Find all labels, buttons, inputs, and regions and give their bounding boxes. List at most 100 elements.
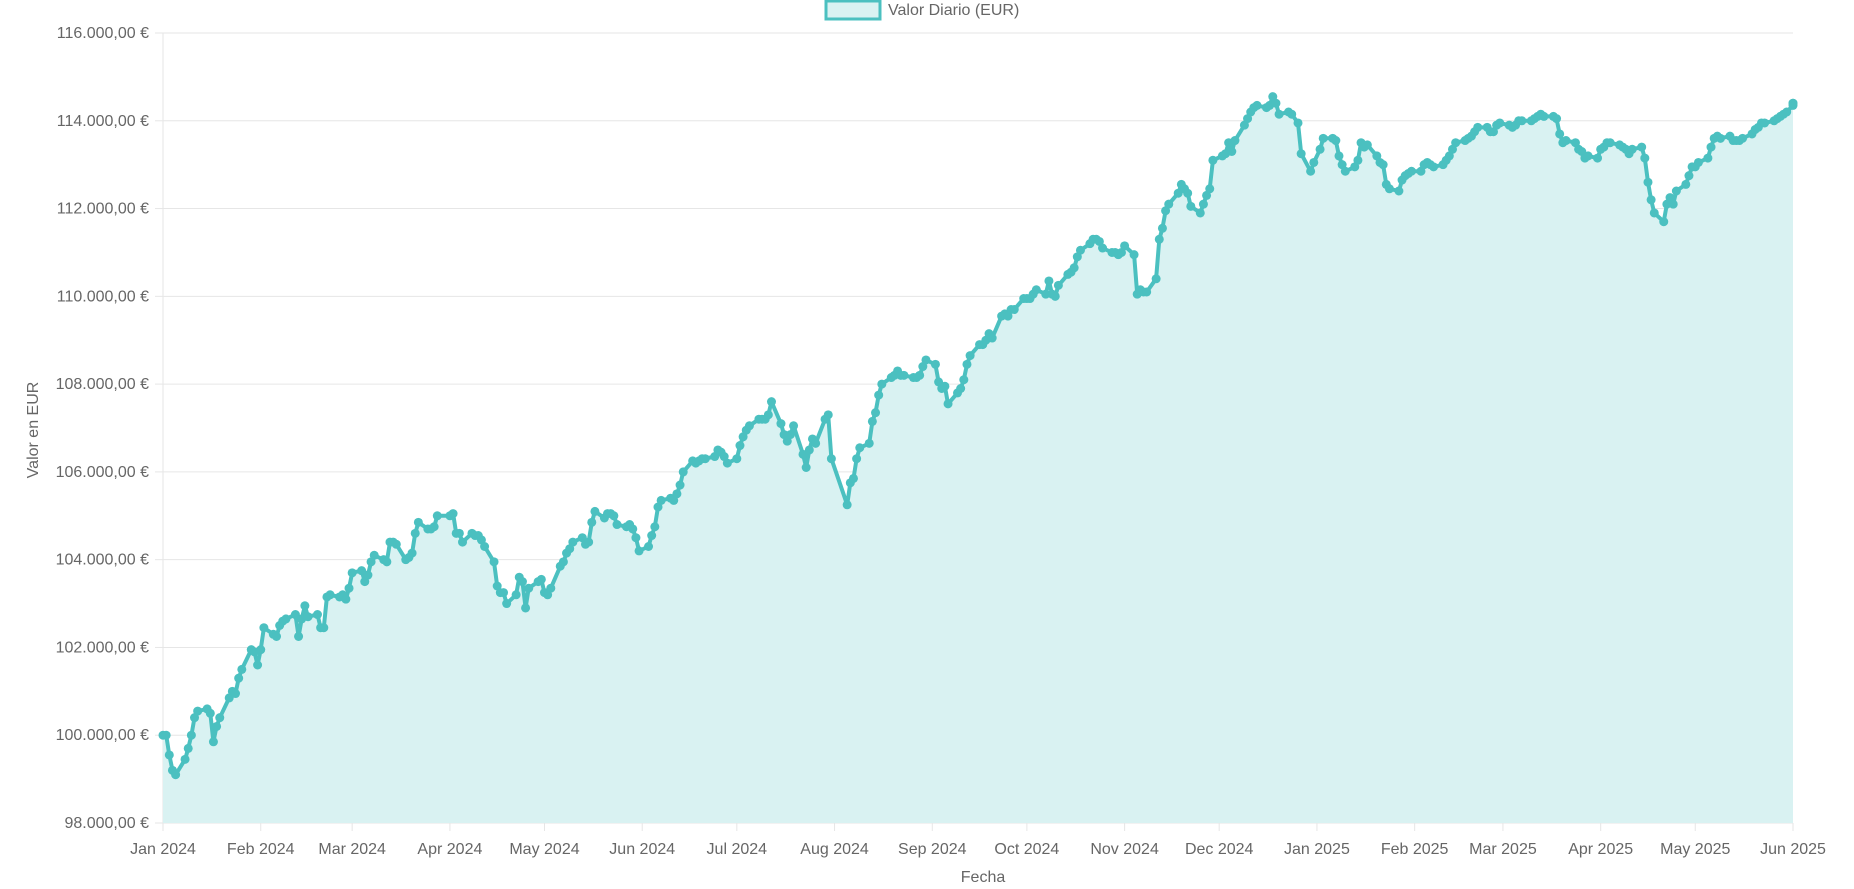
data-point[interactable]	[1378, 160, 1388, 170]
data-point[interactable]	[186, 730, 196, 740]
data-point[interactable]	[855, 443, 865, 453]
data-point[interactable]	[644, 542, 654, 551]
data-point[interactable]	[205, 708, 215, 718]
data-point[interactable]	[956, 384, 966, 393]
data-point[interactable]	[587, 517, 597, 527]
data-point[interactable]	[1760, 118, 1770, 128]
data-point[interactable]	[1539, 111, 1549, 121]
data-point[interactable]	[458, 537, 468, 547]
data-point[interactable]	[290, 610, 300, 620]
data-point[interactable]	[281, 614, 291, 624]
data-point[interactable]	[804, 445, 814, 455]
data-point[interactable]	[208, 737, 218, 747]
data-point[interactable]	[237, 664, 247, 674]
data-point[interactable]	[1293, 118, 1303, 128]
data-point[interactable]	[877, 379, 887, 389]
data-point[interactable]	[678, 467, 688, 477]
data-point[interactable]	[511, 590, 521, 600]
data-point[interactable]	[1671, 186, 1681, 196]
data-point[interactable]	[272, 631, 282, 641]
data-point[interactable]	[1627, 144, 1637, 154]
data-point[interactable]	[212, 721, 222, 731]
data-point[interactable]	[259, 623, 269, 633]
data-point[interactable]	[410, 528, 420, 538]
data-point[interactable]	[1075, 245, 1085, 255]
data-point[interactable]	[303, 612, 313, 622]
data-point[interactable]	[1306, 166, 1316, 176]
data-point[interactable]	[871, 408, 881, 418]
data-point[interactable]	[363, 570, 373, 580]
data-point[interactable]	[1384, 184, 1394, 194]
data-point[interactable]	[231, 689, 241, 699]
data-point[interactable]	[899, 370, 909, 380]
data-point[interactable]	[776, 419, 786, 429]
data-point[interactable]	[454, 528, 464, 538]
data-point[interactable]	[1334, 151, 1344, 161]
data-point[interactable]	[1429, 162, 1439, 172]
data-point[interactable]	[1362, 140, 1372, 150]
data-point[interactable]	[987, 333, 997, 343]
data-point[interactable]	[1315, 144, 1325, 154]
data-point[interactable]	[1205, 184, 1215, 194]
data-point[interactable]	[672, 489, 682, 499]
data-point[interactable]	[590, 506, 600, 516]
data-point[interactable]	[1605, 138, 1615, 148]
data-point[interactable]	[1331, 136, 1341, 146]
data-point[interactable]	[256, 645, 266, 655]
data-point[interactable]	[215, 713, 225, 723]
data-point[interactable]	[568, 537, 578, 547]
data-point[interactable]	[1681, 179, 1691, 189]
data-point[interactable]	[369, 550, 379, 560]
data-point[interactable]	[489, 557, 499, 567]
data-point[interactable]	[959, 375, 969, 385]
data-point[interactable]	[943, 399, 953, 409]
data-point[interactable]	[867, 416, 877, 426]
data-point[interactable]	[864, 438, 874, 448]
data-point[interactable]	[1561, 136, 1571, 146]
data-point[interactable]	[1552, 114, 1562, 124]
data-point[interactable]	[631, 533, 641, 543]
data-point[interactable]	[785, 430, 795, 440]
data-point[interactable]	[558, 557, 568, 567]
data-point[interactable]	[432, 511, 442, 521]
data-point[interactable]	[1555, 129, 1565, 139]
data-point[interactable]	[524, 583, 534, 593]
data-point[interactable]	[584, 537, 594, 547]
data-point[interactable]	[1353, 155, 1363, 165]
data-point[interactable]	[344, 583, 354, 593]
data-point[interactable]	[1154, 234, 1164, 244]
data-point[interactable]	[407, 548, 417, 558]
data-point[interactable]	[656, 495, 666, 505]
data-point[interactable]	[1703, 153, 1713, 163]
data-point[interactable]	[429, 522, 439, 532]
data-point[interactable]	[1340, 166, 1350, 176]
data-point[interactable]	[193, 706, 203, 716]
data-point[interactable]	[536, 574, 546, 584]
data-point[interactable]	[735, 441, 745, 451]
data-point[interactable]	[789, 421, 799, 431]
data-point[interactable]	[391, 539, 401, 549]
data-point[interactable]	[650, 522, 660, 532]
data-point[interactable]	[628, 524, 638, 534]
data-point[interactable]	[1098, 243, 1108, 253]
data-point[interactable]	[852, 454, 862, 464]
data-point[interactable]	[1164, 199, 1174, 209]
data-point[interactable]	[1195, 208, 1205, 218]
data-point[interactable]	[517, 577, 527, 587]
data-point[interactable]	[180, 754, 190, 764]
data-point[interactable]	[1684, 171, 1694, 181]
data-point[interactable]	[382, 557, 392, 567]
data-point[interactable]	[1271, 98, 1281, 108]
data-point[interactable]	[722, 458, 732, 468]
data-point[interactable]	[801, 463, 811, 472]
data-point[interactable]	[1394, 186, 1404, 196]
data-point[interactable]	[1252, 100, 1262, 110]
data-point[interactable]	[1706, 142, 1716, 152]
data-point[interactable]	[1593, 153, 1603, 163]
data-point[interactable]	[612, 520, 622, 530]
data-point[interactable]	[915, 370, 925, 380]
data-point[interactable]	[1186, 201, 1196, 211]
legend-swatch[interactable]	[824, 0, 882, 21]
data-point[interactable]	[823, 410, 833, 420]
data-point[interactable]	[1208, 155, 1218, 165]
